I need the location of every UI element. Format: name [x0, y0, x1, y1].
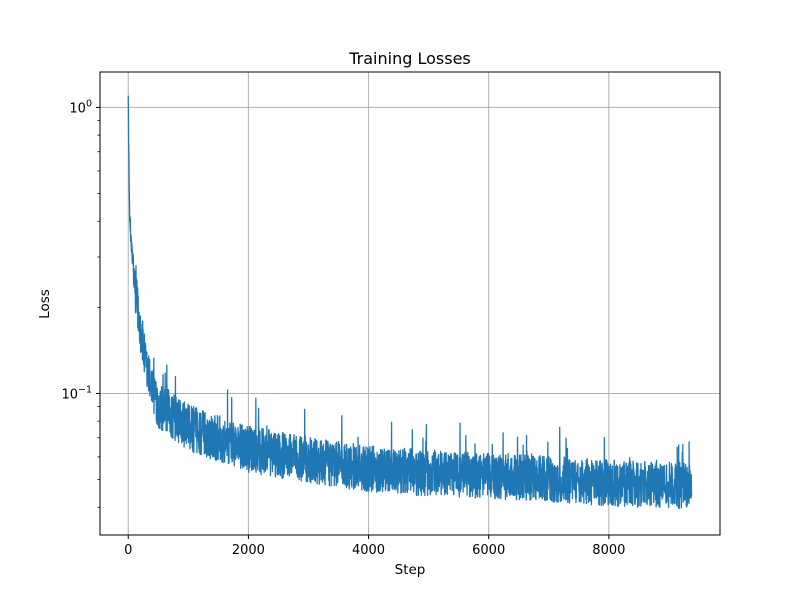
- x-tick-label: 0: [124, 543, 132, 558]
- x-axis-label: Step: [395, 562, 426, 578]
- axes-frame: [99, 71, 721, 536]
- y-axis-label: Loss: [37, 289, 53, 319]
- loss-series: [127, 95, 693, 510]
- y-tick-label: 100: [69, 98, 92, 116]
- chart-title: Training Losses: [348, 49, 471, 68]
- x-tick-label: 8000: [592, 543, 625, 558]
- grid-lines: [100, 72, 720, 535]
- x-tick-label: 4000: [352, 543, 385, 558]
- y-tick-label: 10−1: [61, 384, 92, 402]
- x-axis-ticks: 0 2000 4000 6000 8000: [124, 535, 625, 558]
- y-axis-ticks: 10−1 100: [61, 98, 100, 508]
- loss-line: [127, 95, 693, 510]
- x-tick-label: 2000: [232, 543, 265, 558]
- x-tick-label: 6000: [472, 543, 505, 558]
